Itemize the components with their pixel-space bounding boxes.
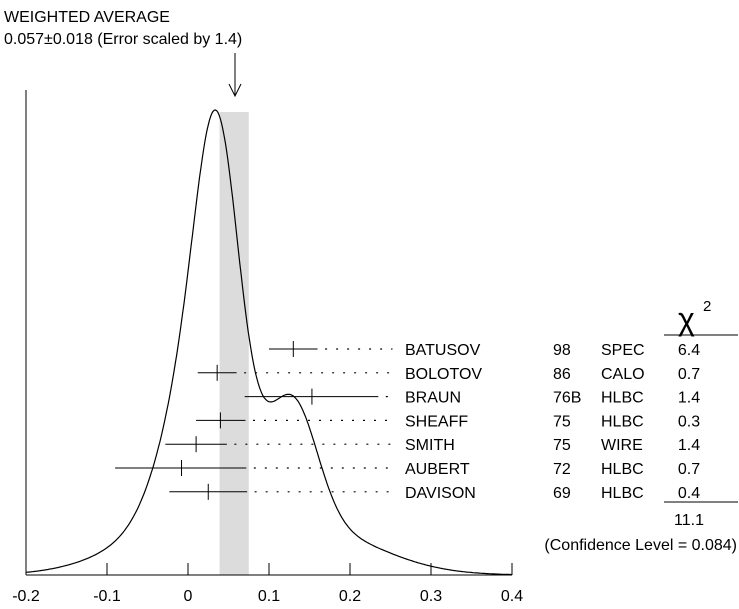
experiment-name: DAVISON xyxy=(405,485,476,502)
experiment-chi2: 0.3 xyxy=(678,413,700,430)
experiment-name: SMITH xyxy=(405,437,455,454)
experiment-chi2: 0.7 xyxy=(678,366,700,383)
experiment-year: 98 xyxy=(553,342,571,359)
x-tick-label: 0 xyxy=(184,588,193,605)
experiment-name: SHEAFF xyxy=(405,413,468,430)
measurement-row: SHEAFF 75 HLBC 0.3 xyxy=(196,412,700,430)
experiment-technique: HLBC xyxy=(601,390,644,407)
experiment-name: AUBERT xyxy=(405,461,470,478)
experiment-chi2: 1.4 xyxy=(678,390,700,407)
measurement-row: BRAUN 76B HLBC 1.4 xyxy=(244,388,700,407)
experiment-technique: HLBC xyxy=(601,461,644,478)
chart-subtitle: 0.057±0.018 (Error scaled by 1.4) xyxy=(4,31,242,48)
measurement-row: AUBERT 72 HLBC 0.7 xyxy=(115,460,700,478)
experiment-year: 76B xyxy=(553,390,581,407)
experiment-year: 72 xyxy=(553,461,571,478)
experiment-chi2: 6.4 xyxy=(678,342,700,359)
experiment-chi2: 0.4 xyxy=(678,485,700,502)
x-tick-label: -0.1 xyxy=(93,588,121,605)
chi2-header-symbol: χ xyxy=(678,301,695,337)
experiment-technique: WIRE xyxy=(601,437,643,454)
experiment-technique: HLBC xyxy=(601,413,644,430)
measurement-row: SMITH 75 WIRE 1.4 xyxy=(165,436,700,454)
chi2-header-power: 2 xyxy=(703,298,711,315)
experiment-chi2: 0.7 xyxy=(678,461,700,478)
experiment-chi2: 1.4 xyxy=(678,437,700,454)
x-tick-label: 0.1 xyxy=(258,588,280,605)
x-tick-label: 0.4 xyxy=(501,588,523,605)
experiment-name: BATUSOV xyxy=(405,342,481,359)
experiment-year: 75 xyxy=(553,413,571,430)
measurement-row: BOLOTOV 86 CALO 0.7 xyxy=(197,364,700,383)
experiment-technique: HLBC xyxy=(601,485,644,502)
experiment-technique: SPEC xyxy=(601,342,645,359)
measurement-row: BATUSOV 98 SPEC 6.4 xyxy=(269,341,700,359)
x-tick-label: 0.3 xyxy=(420,588,442,605)
confidence-level: (Confidence Level = 0.084) xyxy=(544,537,737,554)
chart-title: WEIGHTED AVERAGE xyxy=(4,9,170,26)
measurement-row: DAVISON 69 HLBC 0.4 xyxy=(169,483,700,502)
experiment-year: 69 xyxy=(553,485,571,502)
experiment-year: 75 xyxy=(553,437,571,454)
experiment-year: 86 xyxy=(553,366,571,383)
average-arrow-head xyxy=(228,83,242,98)
x-tick-label: -0.2 xyxy=(12,588,40,605)
experiment-name: BRAUN xyxy=(405,390,461,407)
x-tick-label: 0.2 xyxy=(339,588,361,605)
experiment-technique: CALO xyxy=(601,366,645,383)
chi2-total: 11.1 xyxy=(674,512,704,529)
weighted-average-band xyxy=(219,112,249,575)
experiment-name: BOLOTOV xyxy=(405,366,482,383)
